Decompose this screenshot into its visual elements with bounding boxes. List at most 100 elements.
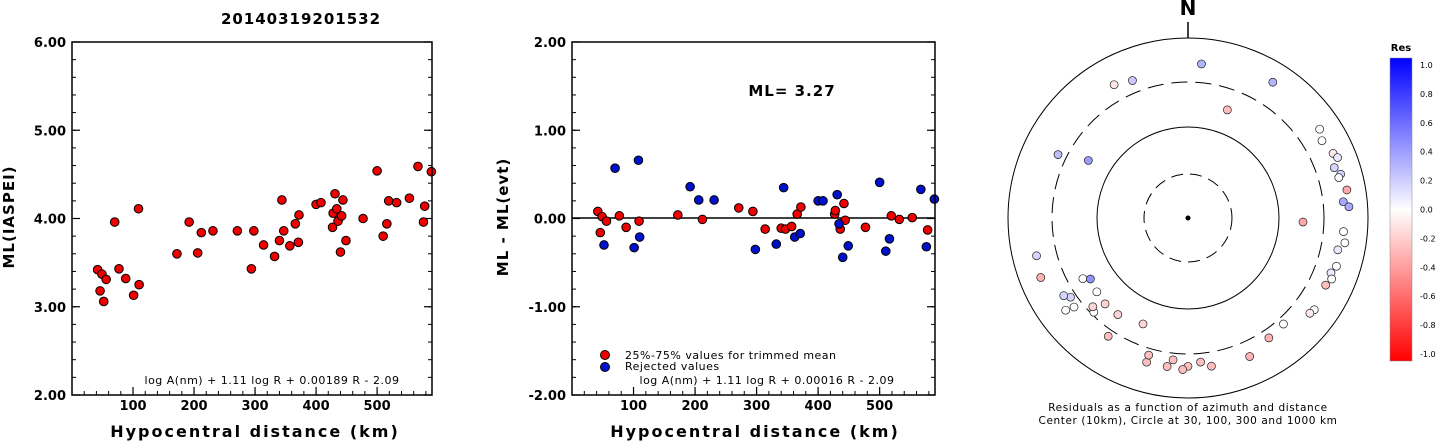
p2-rejected-point <box>880 246 891 256</box>
station-residual-marker <box>1113 310 1123 319</box>
p2-trimmed-point <box>786 221 797 232</box>
p1-data-point <box>378 231 388 241</box>
colorbar-tick-label: -0.6 <box>1420 292 1436 301</box>
p1-data-point <box>330 188 340 199</box>
station-residual-marker <box>1339 227 1348 236</box>
station-residual-marker <box>1332 261 1341 271</box>
p2-rejected-point <box>834 218 844 229</box>
station-residual-marker <box>1333 153 1342 162</box>
p2-y-tick-label: 1.00 <box>534 124 566 139</box>
p1-y-tick-label: 2.00 <box>34 389 66 404</box>
p2-trimmed-point <box>614 211 625 221</box>
colorbar-tick-label: 0.4 <box>1420 148 1433 157</box>
p1-data-point <box>184 217 194 227</box>
p2-trimmed-point <box>830 205 841 216</box>
station-residual-marker <box>1338 197 1348 207</box>
p1-data-point <box>404 193 415 204</box>
station-residual-marker <box>1344 202 1354 212</box>
station-residual-marker <box>1340 238 1350 248</box>
p2-rejected-point <box>818 196 828 206</box>
p1-x-tick-label: 500 <box>364 399 391 414</box>
p1-data-point <box>285 241 295 251</box>
p1-x-axis-label: Hypocentral distance (km) <box>110 422 400 441</box>
colorbar-tick-label: -1.0 <box>1420 350 1436 359</box>
p2-rejected-point <box>599 240 609 250</box>
station-residual-marker <box>1329 163 1339 172</box>
p2-trimmed-point <box>907 212 918 223</box>
colorbar-tick-label: -0.8 <box>1420 321 1436 330</box>
p2-rejected-point <box>750 244 761 255</box>
station-residual-marker <box>1086 274 1095 284</box>
p1-data-point <box>249 226 259 236</box>
p2-y-tick-label: 0.00 <box>534 213 566 228</box>
p1-y-tick-label: 5.00 <box>34 124 66 139</box>
p1-data-point <box>232 226 243 236</box>
p2-rejected-point <box>709 195 719 205</box>
station-residual-marker <box>1245 352 1255 361</box>
p1-data-point <box>95 286 105 296</box>
station-residual-marker <box>1036 273 1046 282</box>
colorbar-tick-label: 0.0 <box>1420 206 1433 215</box>
p2-trimmed-point <box>796 202 806 212</box>
p2-rejected-point <box>921 241 932 252</box>
station-residual-marker <box>1138 319 1148 329</box>
p2-x-axis-label: Hypocentral distance (km) <box>610 422 900 441</box>
p1-data-point <box>274 235 285 246</box>
p1-y-tick-label: 3.00 <box>34 301 66 316</box>
station-residual-marker <box>1032 251 1041 261</box>
p1-formula: log A(nm) + 1.11 log R + 0.00189 R - 2.0… <box>145 374 400 387</box>
station-residual-marker <box>1315 124 1325 134</box>
colorbar-tick-label: 0.6 <box>1420 119 1433 128</box>
p1-data-point <box>294 210 304 220</box>
station-residual-marker <box>1059 291 1069 300</box>
p1-data-point <box>258 240 269 250</box>
p1-data-point <box>391 197 402 208</box>
station-residual-marker <box>1333 245 1343 255</box>
legend-label-trimmed: 25%-75% values for trimmed mean <box>625 349 837 362</box>
p2-trimmed-point <box>886 211 897 221</box>
p2-x-tick-label: 200 <box>681 399 708 414</box>
p1-y-axis-label: ML(IASPEI) <box>0 165 18 268</box>
p2-trimmed-point <box>860 222 871 233</box>
p1-data-point <box>336 211 347 221</box>
station-residual-marker <box>1207 361 1216 371</box>
p2-trimmed-point <box>748 206 758 217</box>
p2-rejected-point <box>771 239 782 249</box>
ring-1000km <box>1007 37 1369 399</box>
p2-trimmed-point <box>839 198 849 209</box>
p1-x-tick-label: 200 <box>180 399 207 414</box>
station-residual-marker <box>1128 76 1137 85</box>
station-residual-marker <box>1223 105 1232 115</box>
station-residual-marker <box>1264 333 1274 343</box>
p2-rejected-point <box>837 252 848 263</box>
p1-data-point <box>335 247 346 257</box>
p1-data-point <box>192 248 203 258</box>
station-residual-marker <box>1144 350 1154 360</box>
station-residual-marker <box>1197 59 1206 69</box>
legend-marker-rejected <box>600 362 610 372</box>
p2-trimmed-point <box>760 224 770 234</box>
p1-data-point <box>269 251 280 262</box>
station-residual-marker <box>1100 299 1110 309</box>
station-residual-marker <box>1109 80 1119 90</box>
p1-data-point <box>293 237 304 248</box>
p2-trimmed-point <box>634 216 644 226</box>
ring-300km <box>1051 81 1325 355</box>
p2-rejected-point <box>874 177 885 188</box>
p1-data-point <box>133 203 144 214</box>
colorbar-gradient <box>1389 57 1413 362</box>
p2-trimmed-point <box>733 203 744 213</box>
p2-formula: log A(nm) + 1.11 log R + 0.00016 R - 2.0… <box>640 374 895 387</box>
map-caption-line1: Residuals as a function of azimuth and d… <box>1048 402 1328 414</box>
p2-trimmed-point <box>894 214 905 225</box>
p2-rejected-point <box>916 184 926 195</box>
p1-data-point <box>114 264 124 274</box>
p1-data-point <box>358 213 368 224</box>
p1-data-point <box>332 203 342 214</box>
station-residual-marker <box>1088 302 1098 312</box>
p1-data-point <box>419 201 430 211</box>
colorbar-tick-label: -0.2 <box>1420 234 1436 243</box>
p1-data-point <box>382 218 392 229</box>
p1-data-point <box>372 166 382 176</box>
